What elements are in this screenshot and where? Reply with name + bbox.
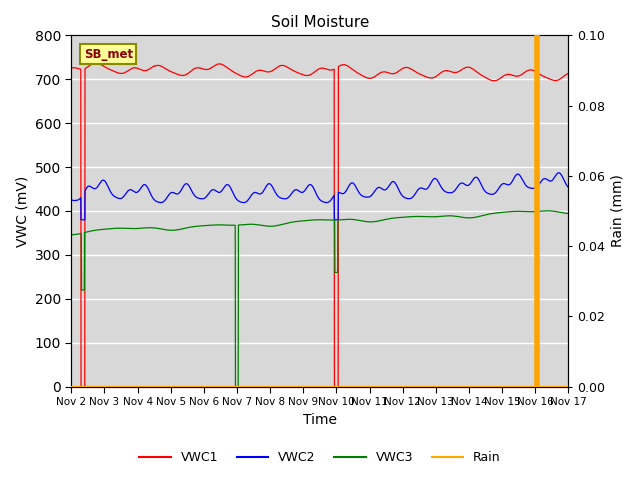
VWC1 [550,78,558,84]
VWC3 [544,208,552,214]
Legend: VWC1, VWC2, VWC3, Rain: VWC1, VWC2, VWC3, Rain [134,446,506,469]
VWC3 [93,227,100,233]
Line: VWC1: VWC1 [71,63,568,386]
VWC2 [67,197,75,203]
VWC2 [77,217,85,223]
X-axis label: Time: Time [303,413,337,427]
VWC1 [77,384,85,389]
Y-axis label: VWC (mV): VWC (mV) [15,175,29,247]
VWC3 [550,208,558,214]
VWC2 [310,185,317,191]
Y-axis label: Rain (mm): Rain (mm) [611,175,625,247]
VWC3 [310,217,317,223]
VWC3 [232,384,239,389]
VWC3 [67,232,75,238]
VWC1 [310,70,317,75]
VWC1 [460,66,467,72]
Line: VWC2: VWC2 [71,173,568,220]
VWC2 [564,184,572,190]
Title: Soil Moisture: Soil Moisture [271,15,369,30]
VWC1 [92,60,100,66]
VWC1 [93,60,101,66]
VWC1 [67,65,75,71]
VWC2 [550,175,558,180]
Text: SB_met: SB_met [84,48,133,60]
VWC3 [296,218,304,224]
VWC3 [550,208,558,214]
VWC2 [459,180,467,186]
VWC2 [93,185,100,191]
VWC3 [459,215,467,220]
VWC2 [555,170,563,176]
VWC2 [550,175,558,181]
Line: VWC3: VWC3 [71,211,568,386]
VWC2 [296,189,304,195]
VWC1 [296,71,304,77]
VWC3 [564,211,572,216]
VWC1 [550,77,558,83]
VWC1 [564,71,572,76]
